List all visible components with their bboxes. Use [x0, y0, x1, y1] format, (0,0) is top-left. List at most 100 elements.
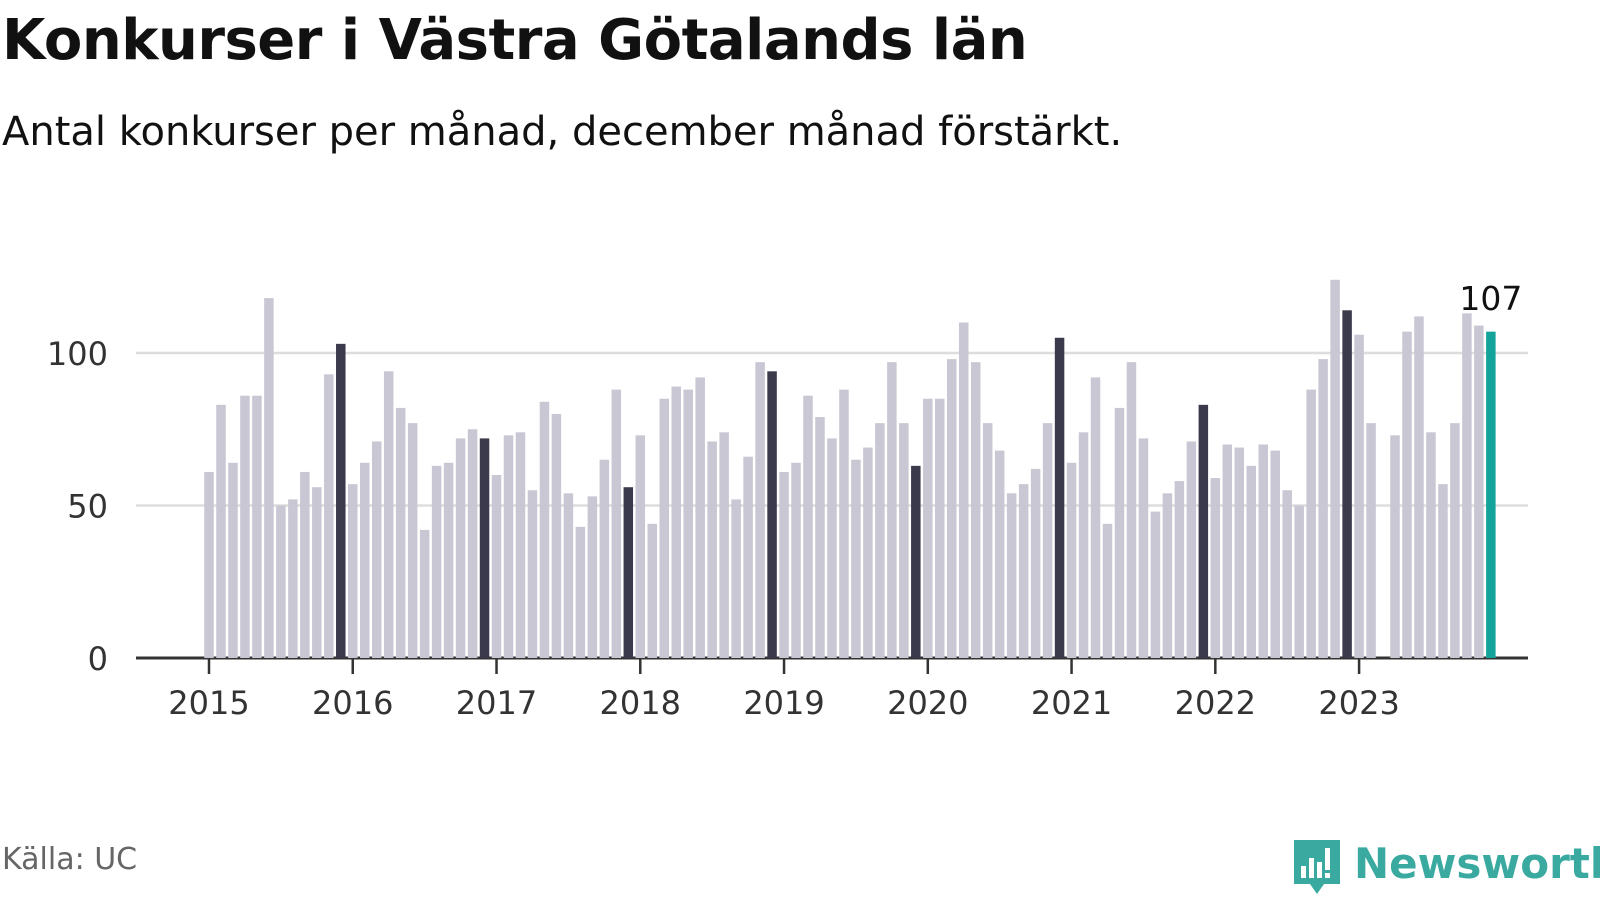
bar: [1450, 423, 1460, 658]
x-axis-ticks: 2015 2016 2017 2018 2019 2020 2021 2022 2023: [168, 658, 1400, 722]
bar: [1258, 444, 1268, 658]
x-tick-label: 2016: [312, 684, 393, 722]
bar: [1342, 310, 1352, 658]
bar: [1054, 337, 1065, 658]
bar: [1402, 331, 1412, 658]
bar: [707, 441, 717, 658]
x-tick-label: 2019: [743, 684, 824, 722]
bar: [623, 487, 634, 658]
bar: [599, 459, 610, 658]
bar: [1234, 447, 1245, 658]
bar: [563, 493, 574, 658]
bar: [467, 429, 478, 658]
bar: [851, 459, 861, 658]
bar: [994, 450, 1005, 658]
bar: [527, 490, 538, 658]
bar: [300, 471, 310, 658]
bar: [1414, 316, 1424, 658]
bar: [899, 423, 909, 658]
bar: [1198, 404, 1209, 658]
chart-subtitle: Antal konkurser per månad, december måna…: [2, 109, 1123, 155]
bar: [336, 343, 346, 658]
latest-value-label: 107: [1459, 279, 1522, 318]
bar: [1030, 468, 1041, 658]
bar: [935, 398, 945, 658]
bar: [1246, 465, 1257, 658]
brand-name: Newsworthy: [1354, 839, 1600, 888]
x-tick-label: 2020: [887, 684, 968, 722]
bar: [1366, 423, 1376, 658]
bar: [1018, 484, 1029, 658]
bar: [683, 389, 693, 658]
bar: [1174, 481, 1185, 658]
bar: [491, 475, 502, 658]
bar: [803, 395, 813, 658]
bar: [503, 435, 514, 658]
bar: [755, 362, 765, 658]
x-tick-label: 2023: [1318, 684, 1399, 722]
bar: [1150, 511, 1161, 658]
bar: [359, 462, 370, 658]
bar: [1162, 493, 1173, 658]
source-label: Källa: UC: [2, 842, 138, 877]
bar: [635, 435, 646, 658]
bar: [1330, 279, 1340, 658]
bar: [958, 322, 969, 658]
bar: [228, 462, 238, 658]
bar: [348, 484, 358, 658]
bar: [1186, 441, 1197, 658]
bar: [1354, 334, 1364, 658]
bar: [1006, 493, 1017, 658]
bar: [395, 407, 406, 658]
bar: [659, 398, 669, 658]
bar: [539, 401, 550, 658]
bar: [1486, 331, 1496, 658]
bar: [240, 395, 250, 658]
bar: [264, 298, 274, 658]
bar: [1390, 435, 1400, 658]
bar: [1066, 462, 1077, 658]
bar: [779, 471, 789, 658]
bar: [791, 462, 801, 658]
bar: [863, 447, 873, 658]
bar: [324, 374, 334, 658]
x-tick-label: 2015: [168, 684, 249, 722]
bar: [371, 441, 382, 658]
bar: [947, 359, 957, 658]
bar: [455, 438, 466, 658]
bar: [982, 423, 993, 658]
brand-logo: Newsworthy: [1292, 838, 1600, 904]
bar: [719, 432, 729, 658]
bar: [276, 505, 286, 658]
bar: [1426, 432, 1436, 658]
bar: [1438, 484, 1448, 658]
bar: [695, 377, 705, 658]
bar: [1210, 478, 1221, 658]
bar: [911, 465, 921, 658]
bar: [312, 487, 322, 658]
bar: [288, 499, 298, 658]
bar: [1306, 389, 1316, 658]
bar: [875, 423, 885, 658]
bar: [1078, 432, 1089, 658]
bar: [671, 386, 681, 658]
bar: [551, 414, 562, 658]
bar: [839, 389, 849, 658]
bar: [1222, 444, 1233, 658]
bar: [1282, 490, 1292, 658]
y-tick-label: 50: [67, 488, 108, 526]
annotations: 107: [1459, 279, 1522, 318]
bar: [587, 496, 598, 658]
x-tick-label: 2018: [600, 684, 681, 722]
x-tick-label: 2022: [1175, 684, 1256, 722]
bar: [1462, 313, 1472, 658]
bars: [204, 279, 1496, 658]
bar: [419, 529, 430, 658]
y-axis-ticks: 0 50 100: [47, 335, 108, 678]
bar: [575, 526, 586, 658]
bar: [1090, 377, 1101, 658]
bar: [767, 371, 777, 658]
bar: [923, 398, 933, 658]
y-tick-label: 100: [47, 335, 108, 373]
